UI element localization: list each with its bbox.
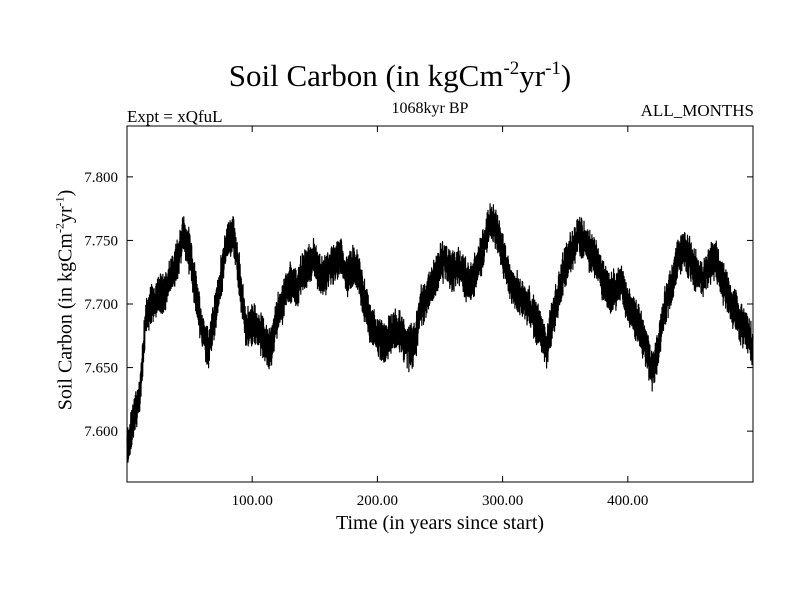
y-axis-label: Soil Carbon (in kgCm-2yr-1): [52, 189, 77, 411]
y-tick-label: 7.600: [84, 424, 118, 440]
months-label: ALL_MONTHS: [640, 101, 754, 120]
x-tick-label: 300.00: [482, 493, 523, 509]
y-tick-label: 7.800: [84, 170, 118, 186]
plot-frame: [126, 125, 754, 483]
period-label: 1068kyr BP: [391, 100, 469, 117]
chart-title: Soil Carbon (in kgCm-2yr-1): [228, 58, 572, 93]
x-tick-label: 200.00: [357, 493, 398, 509]
x-tick-label: 400.00: [607, 493, 648, 509]
experiment-label: Expt = xQfuL: [127, 107, 223, 126]
y-tick-label: 7.700: [84, 297, 118, 313]
series-line-soil-carbon: [126, 203, 754, 463]
series-layer: [126, 203, 754, 463]
x-tick-label: 100.00: [232, 493, 273, 509]
y-tick-label: 7.750: [84, 233, 118, 249]
tick-layer: 7.600 7.650 7.700 7.750 7.800 100.00 200.00 300…: [84, 126, 753, 509]
y-tick-label: 7.650: [84, 361, 118, 377]
x-axis-label: Time (in years since start): [335, 512, 545, 534]
